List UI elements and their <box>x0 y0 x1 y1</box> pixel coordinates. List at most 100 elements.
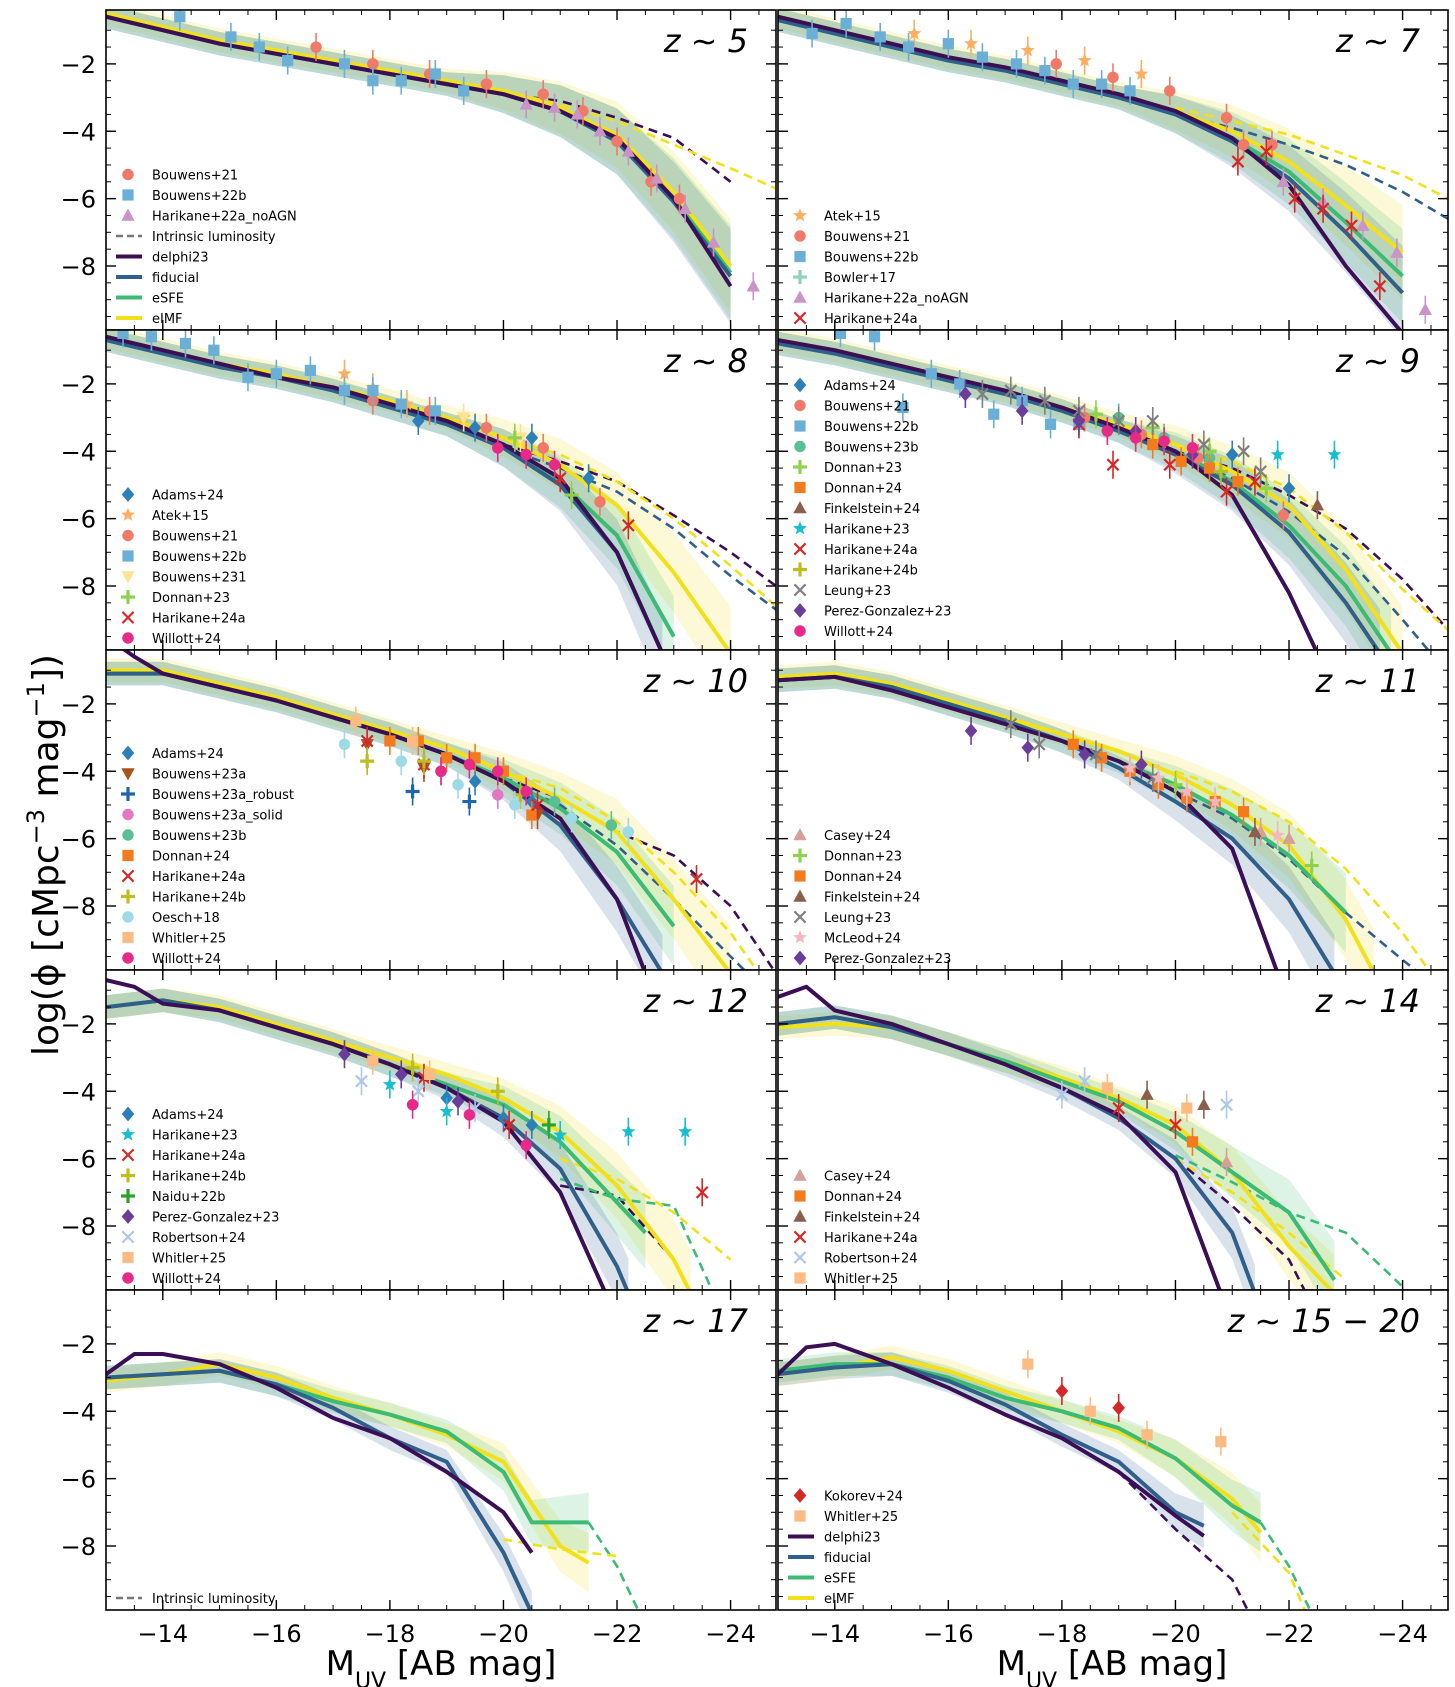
panel-plot-area <box>106 978 732 1290</box>
data-point <box>621 518 635 532</box>
data-point <box>1004 717 1018 731</box>
data-point <box>1134 66 1149 80</box>
legend-label: Finkelstein+24 <box>824 891 920 906</box>
data-points-Whitler-25 <box>367 1046 436 1089</box>
panel-frame <box>777 1289 1449 1611</box>
series-delphi23 <box>106 334 664 650</box>
legend-label: Donnan+23 <box>824 461 902 476</box>
y-tick-label: −4 <box>61 1398 96 1426</box>
legend-swatch <box>794 870 806 882</box>
data-point <box>405 1060 420 1075</box>
data-point <box>1232 475 1244 488</box>
data-point <box>270 368 282 380</box>
series-fiducial <box>778 1362 1205 1528</box>
x-tick-label: −24 <box>705 1620 756 1648</box>
x-axis-label-left-main: M <box>326 1644 355 1684</box>
legend-item: Harikane+24b <box>121 889 246 906</box>
legend-item: Donnan+24 <box>794 482 902 497</box>
data-point <box>416 754 431 769</box>
legend-swatch <box>793 583 807 597</box>
data-point <box>1084 1405 1096 1417</box>
data-point <box>382 1077 397 1091</box>
legend-swatch <box>121 571 135 584</box>
series-delphi23 <box>778 674 1279 970</box>
legend-swatch <box>122 829 134 841</box>
legend-swatch <box>794 440 806 453</box>
data-point <box>976 51 989 63</box>
data-point <box>492 789 504 801</box>
legend-item: Bouwens+21 <box>122 169 238 184</box>
data-points-Bouwens-21 <box>367 386 606 516</box>
data-point <box>548 458 561 471</box>
data-point <box>1219 1155 1234 1168</box>
legend-item: Whitler+25 <box>794 1510 898 1525</box>
legend-label: Willott+24 <box>152 952 221 967</box>
data-points-Bouwens-21 <box>310 33 686 213</box>
data-points-Donnan-23 <box>1168 770 1319 880</box>
legend-item: Bouwens+22b <box>122 189 246 204</box>
legend-label: Atek+15 <box>152 509 209 524</box>
legend-item: Harikane+23 <box>121 1127 238 1144</box>
panel-background <box>106 1290 776 1610</box>
legend-swatch <box>121 869 135 883</box>
series-intrinsic-eSFE- <box>587 1521 640 1610</box>
data-point <box>1220 112 1233 124</box>
legend: Adams+24 Bouwens+23a Bouwens+23a_robust Bou… <box>121 745 294 967</box>
series-intrinsic-eIMF- <box>503 436 776 608</box>
data-point <box>1270 827 1285 842</box>
data-point <box>1225 447 1239 462</box>
legend-swatch <box>793 270 807 284</box>
legend-item: Adams+24 <box>121 745 224 762</box>
legend-swatch <box>793 542 807 556</box>
data-point <box>695 1185 709 1199</box>
data-point <box>673 192 686 205</box>
legend-swatch <box>793 290 807 303</box>
legend-item: Whitler+25 <box>122 1252 226 1267</box>
data-point <box>338 58 351 70</box>
legend-item: fiducial <box>788 1551 871 1566</box>
data-points-Naidu-22b <box>541 1110 556 1139</box>
data-point <box>1237 444 1250 458</box>
legend-swatch <box>793 889 807 902</box>
data-point <box>1124 85 1136 97</box>
legend-label: Bouwens+21 <box>152 530 238 545</box>
panel-title: z ∼ 11 <box>1314 662 1420 700</box>
data-points-Harikane-24b <box>405 1053 505 1106</box>
data-points-Donnan-23 <box>507 423 579 510</box>
legend-label: Willott+24 <box>152 1272 221 1287</box>
series-intrinsic-eIMF- <box>559 1157 732 1261</box>
legend-swatch <box>121 1106 135 1122</box>
data-points-Willott-24 <box>435 750 532 806</box>
legend-label: Kokorev+24 <box>824 1490 903 1505</box>
legend-item: Harikane+24a <box>793 542 918 558</box>
legend-swatch <box>793 1168 807 1181</box>
legend-item: Leung+23 <box>793 910 891 926</box>
legend-swatch <box>122 1251 134 1264</box>
panel-plot-area <box>778 10 1448 330</box>
data-point <box>145 331 158 343</box>
data-point <box>1135 757 1148 772</box>
legend-item: Finkelstein+24 <box>793 501 920 517</box>
data-point <box>1259 481 1274 496</box>
data-point <box>1032 737 1046 751</box>
legend: Adams+24 Bouwens+21 Bouwens+22b Bouwens+23b… <box>793 377 951 640</box>
panel-background <box>778 10 1448 330</box>
legend-label: Perez-Gonzalez+23 <box>824 952 951 967</box>
panel-z14: z ∼ 14 Casey+24 Donnan+24 Finkelstein+24 Har… <box>777 969 1449 1291</box>
data-points-Perez-Gonzalez-23 <box>338 1040 465 1116</box>
data-point <box>678 201 692 214</box>
data-point <box>174 11 186 23</box>
data-point <box>1213 464 1228 479</box>
data-point <box>424 1068 436 1081</box>
legend-label: Adams+24 <box>152 1108 224 1123</box>
data-point <box>458 85 470 97</box>
data-points-Bouwens-22b <box>174 10 470 105</box>
legend-item: Bouwens+21 <box>794 400 910 415</box>
data-point <box>925 368 937 380</box>
legend-label: Whitler+25 <box>152 932 226 947</box>
legend-label: Leung+23 <box>824 584 891 599</box>
y-tick-label: −8 <box>61 1213 96 1241</box>
y-tick-label: −6 <box>61 1146 96 1174</box>
legend-label: Bouwens+23a_solid <box>152 809 283 824</box>
data-point <box>1112 414 1126 428</box>
